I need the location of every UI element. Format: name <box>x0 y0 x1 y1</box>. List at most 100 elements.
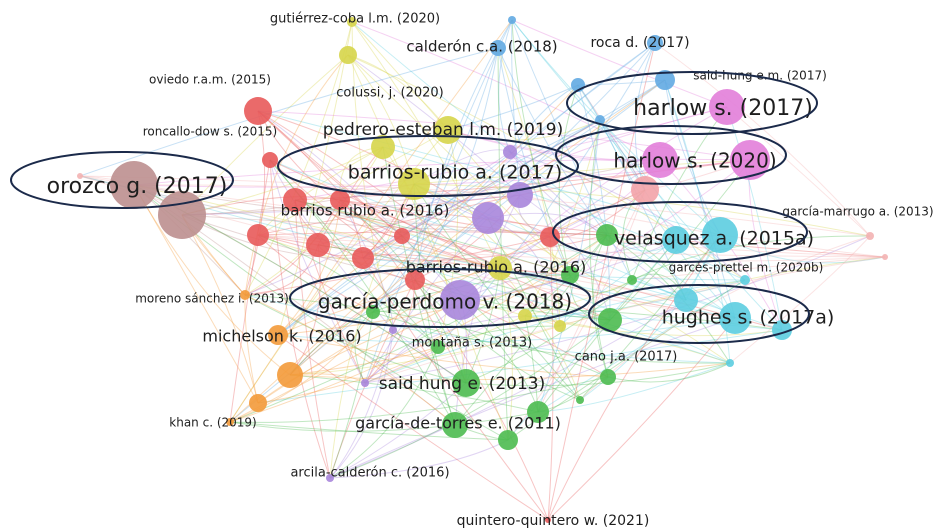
labels: gutiérrez-coba l.m. (2020) calderón c.a. … <box>47 12 934 530</box>
edge <box>229 421 509 441</box>
edge <box>181 214 259 404</box>
edge <box>511 19 728 108</box>
node <box>540 227 560 247</box>
edge <box>269 159 687 301</box>
node <box>262 152 278 168</box>
node <box>488 256 512 280</box>
node <box>326 474 334 482</box>
edge <box>329 439 509 479</box>
node-label: garcía-de-torres e. (2011) <box>355 414 561 433</box>
edge <box>289 346 439 376</box>
edge <box>537 279 746 413</box>
edge <box>133 184 259 404</box>
node <box>405 270 425 290</box>
node <box>249 394 267 412</box>
node <box>600 369 616 385</box>
edge <box>372 42 656 313</box>
edge <box>133 184 291 376</box>
edge <box>329 329 394 479</box>
edge <box>414 279 549 521</box>
node <box>726 359 734 367</box>
edge <box>537 119 601 413</box>
node-label: moreno sánchez i. (2013) <box>135 292 289 306</box>
edge <box>329 382 467 479</box>
edge <box>289 311 374 376</box>
edge <box>589 119 609 378</box>
edge <box>257 146 384 236</box>
edge <box>229 411 539 432</box>
edge <box>547 234 721 521</box>
edge <box>277 79 666 336</box>
edge <box>347 54 509 441</box>
node-label: roncallo-dow s. (2015) <box>143 125 278 139</box>
edge <box>664 79 721 236</box>
node <box>554 320 566 332</box>
edge <box>229 311 374 423</box>
edge <box>277 42 656 336</box>
node <box>472 202 504 234</box>
edge <box>244 110 266 296</box>
edge <box>511 19 521 196</box>
edge <box>579 234 721 401</box>
ring <box>289 268 591 328</box>
ring <box>10 151 234 209</box>
edge <box>499 267 513 441</box>
node <box>330 190 350 210</box>
node <box>394 228 410 244</box>
edge <box>634 42 656 191</box>
edge <box>257 234 439 348</box>
edge <box>364 279 416 384</box>
edge <box>497 47 509 441</box>
edge <box>364 279 746 384</box>
node-label: khan c. (2019) <box>169 416 256 430</box>
edge <box>382 146 467 384</box>
edge <box>413 183 581 401</box>
edge <box>631 235 871 281</box>
edge <box>294 199 501 269</box>
node-label: colussi, j. (2020) <box>336 86 443 101</box>
edge <box>497 47 561 327</box>
edge <box>257 110 461 301</box>
node-label: calderón c.a. (2018) <box>406 38 557 56</box>
node <box>244 97 272 125</box>
edge <box>524 119 601 317</box>
edge <box>382 146 456 426</box>
edge <box>511 19 721 236</box>
edge <box>181 214 364 259</box>
edge <box>294 199 366 384</box>
node-label: barrios rubio a. (2016) <box>281 202 450 220</box>
node <box>596 224 618 246</box>
node <box>719 302 751 334</box>
edge <box>351 21 661 161</box>
edge <box>229 234 608 423</box>
node <box>440 280 480 320</box>
edge <box>229 234 608 423</box>
edge <box>277 334 609 378</box>
edge <box>277 21 353 336</box>
edge <box>257 234 886 258</box>
node <box>503 145 517 159</box>
edge <box>631 106 728 281</box>
edge <box>244 294 731 364</box>
edge <box>277 334 549 521</box>
ring <box>277 135 579 197</box>
edge <box>317 159 751 246</box>
node <box>647 35 663 51</box>
edge <box>372 311 731 364</box>
edge <box>289 374 539 413</box>
node <box>576 396 584 404</box>
edge <box>269 159 501 269</box>
edge <box>329 329 394 479</box>
node <box>431 340 445 354</box>
edge <box>289 244 321 376</box>
node <box>508 16 516 24</box>
edge <box>244 294 609 378</box>
node <box>662 226 690 254</box>
node <box>702 217 738 253</box>
edge <box>181 54 349 216</box>
edge <box>339 199 551 238</box>
edge <box>413 183 731 364</box>
edge <box>133 184 871 237</box>
ring <box>552 201 808 263</box>
